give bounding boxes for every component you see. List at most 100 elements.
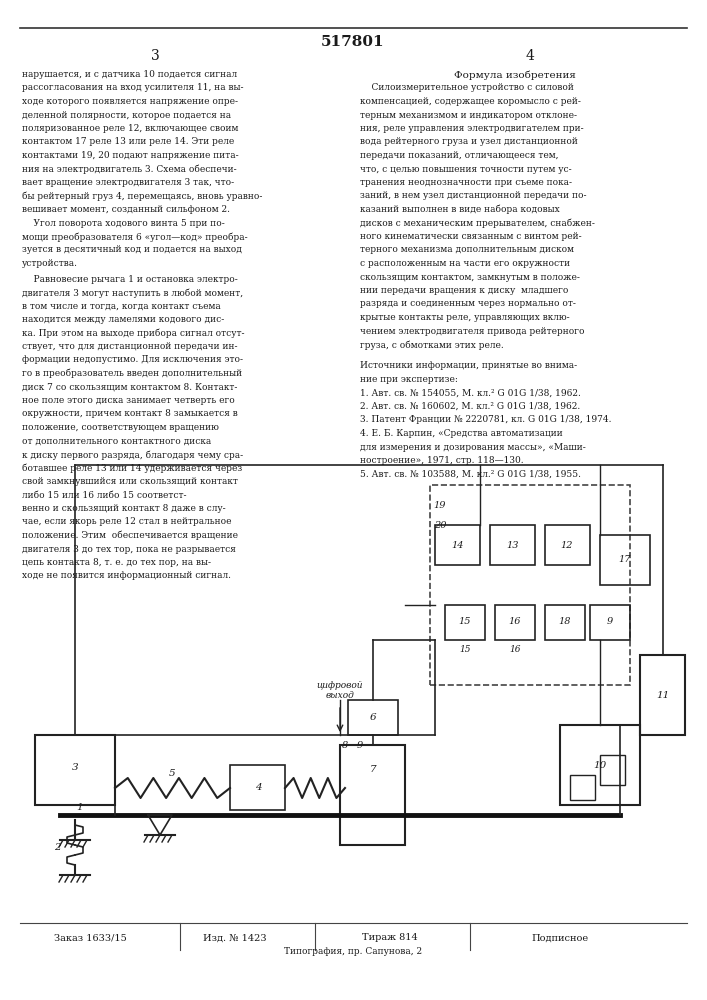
Text: 15: 15 <box>459 617 472 626</box>
Text: 4: 4 <box>525 49 534 63</box>
Text: мощи преобразователя 6 «угол—код» преобра-: мощи преобразователя 6 «угол—код» преобр… <box>22 232 247 241</box>
Text: казаний выполнен в виде набора кодовых: казаний выполнен в виде набора кодовых <box>360 205 560 215</box>
Text: Типография, пр. Сапунова, 2: Типография, пр. Сапунова, 2 <box>284 948 422 956</box>
Text: ходе не появится информационный сигнал.: ходе не появится информационный сигнал. <box>22 572 231 580</box>
Text: 517801: 517801 <box>321 35 385 49</box>
Text: терным механизмом и индикатором отклоне-: терным механизмом и индикатором отклоне- <box>360 110 577 119</box>
Text: нии передачи вращения к диску  младшего: нии передачи вращения к диску младшего <box>360 286 568 295</box>
Text: 9: 9 <box>357 740 363 750</box>
Text: дисков с механическим прерывателем, снабжен-: дисков с механическим прерывателем, снаб… <box>360 219 595 228</box>
Text: ствует, что для дистанционной передачи ин-: ствует, что для дистанционной передачи и… <box>22 342 238 351</box>
Bar <box>435 525 480 565</box>
Text: 3. Патент Франции № 2220781, кл. G 01G 1/38, 1974.: 3. Патент Франции № 2220781, кл. G 01G 1… <box>360 416 612 424</box>
Text: диск 7 со скользящим контактом 8. Контакт-: диск 7 со скользящим контактом 8. Контак… <box>22 382 238 391</box>
Text: 2. Авт. св. № 160602, М. кл.² G 01G 1/38, 1962.: 2. Авт. св. № 160602, М. кл.² G 01G 1/38… <box>360 402 580 411</box>
Text: ного кинематически связанным с винтом рей-: ного кинематически связанным с винтом ре… <box>360 232 582 241</box>
Text: контактами 19, 20 подают напряжение пита-: контактами 19, 20 подают напряжение пита… <box>22 151 239 160</box>
Text: 15: 15 <box>460 645 471 654</box>
Text: терного механизма дополнительным диском: терного механизма дополнительным диском <box>360 245 574 254</box>
Text: 5. Авт. св. № 103588, М. кл.² G 01G 1/38, 1955.: 5. Авт. св. № 103588, М. кл.² G 01G 1/38… <box>360 470 581 479</box>
Text: либо 15 или 16 либо 15 соответст-: либо 15 или 16 либо 15 соответст- <box>22 490 187 499</box>
Text: ния, реле управления электродвигателем при-: ния, реле управления электродвигателем п… <box>360 124 583 133</box>
Bar <box>545 605 585 640</box>
Text: нарушается, и с датчика 10 подается сигнал: нарушается, и с датчика 10 подается сигн… <box>22 70 237 79</box>
Text: 6: 6 <box>370 714 376 722</box>
Text: ние при экспертизе:: ние при экспертизе: <box>360 375 458 384</box>
Text: Силоизмерительное устройство с силовой: Силоизмерительное устройство с силовой <box>360 84 574 93</box>
Text: окружности, причем контакт 8 замыкается в: окружности, причем контакт 8 замыкается … <box>22 410 238 418</box>
Text: вешивает момент, созданный сильфоном 2.: вешивает момент, созданный сильфоном 2. <box>22 205 230 214</box>
Text: 10: 10 <box>593 760 607 770</box>
Text: свой замкнувшийся или скользящий контакт: свой замкнувшийся или скользящий контакт <box>22 477 238 486</box>
Text: транения неоднозначности при съеме пока-: транения неоднозначности при съеме пока- <box>360 178 572 187</box>
Text: контактом 17 реле 13 или реле 14. Эти реле: контактом 17 реле 13 или реле 14. Эти ре… <box>22 137 234 146</box>
Text: ботавшее реле 13 или 14 удерживается через: ботавшее реле 13 или 14 удерживается чер… <box>22 464 243 473</box>
Text: заний, в нем узел дистанционной передачи по-: заний, в нем узел дистанционной передачи… <box>360 192 587 200</box>
Bar <box>495 605 535 640</box>
Text: 1: 1 <box>76 802 83 812</box>
Text: чае, если якорь реле 12 стал в нейтральное: чае, если якорь реле 12 стал в нейтральн… <box>22 518 231 526</box>
Bar <box>560 725 640 805</box>
Text: рассогласования на вход усилителя 11, на вы-: рассогласования на вход усилителя 11, на… <box>22 84 243 93</box>
Text: вода рейтерного груза и узел дистанционной: вода рейтерного груза и узел дистанционн… <box>360 137 578 146</box>
Text: положение, соответствующем вращению: положение, соответствующем вращению <box>22 423 219 432</box>
Bar <box>230 765 285 810</box>
Text: 4. Е. Б. Карпин, «Средства автоматизации: 4. Е. Б. Карпин, «Средства автоматизации <box>360 429 563 438</box>
Text: Формула изобретения: Формула изобретения <box>454 70 576 80</box>
Text: поляризованное реле 12, включающее своим: поляризованное реле 12, включающее своим <box>22 124 238 133</box>
Text: 3: 3 <box>151 49 159 63</box>
Text: крытые контакты реле, управляющих вклю-: крытые контакты реле, управляющих вклю- <box>360 313 570 322</box>
Text: компенсацией, содержащее коромысло с рей-: компенсацией, содержащее коромысло с рей… <box>360 97 581 106</box>
Text: 16: 16 <box>509 645 521 654</box>
Text: Угол поворота ходового винта 5 при по-: Угол поворота ходового винта 5 при по- <box>22 219 225 228</box>
Text: 5: 5 <box>169 768 175 778</box>
Text: Источники информации, принятые во внима-: Источники информации, принятые во внима- <box>360 361 577 370</box>
Text: 19: 19 <box>434 500 446 510</box>
Text: положение. Этим  обеспечивается вращение: положение. Этим обеспечивается вращение <box>22 531 238 540</box>
Bar <box>590 605 630 640</box>
Text: передачи показаний, отличающееся тем,: передачи показаний, отличающееся тем, <box>360 151 559 160</box>
Text: деленной полярности, которое подается на: деленной полярности, которое подается на <box>22 110 231 119</box>
Text: что, с целью повышения точности путем ус-: что, с целью повышения точности путем ус… <box>360 164 572 174</box>
Text: 8: 8 <box>342 740 348 750</box>
Text: разряда и соединенным через нормально от-: разряда и соединенным через нормально от… <box>360 300 576 308</box>
Text: от дополнительного контактного диска: от дополнительного контактного диска <box>22 436 211 446</box>
Text: 9: 9 <box>607 617 613 626</box>
Text: 16: 16 <box>509 617 521 626</box>
Text: для измерения и дозирования массы», «Маши-: для измерения и дозирования массы», «Маш… <box>360 442 586 452</box>
Text: ностроение», 1971, стр. 118—130.: ностроение», 1971, стр. 118—130. <box>360 456 524 465</box>
Text: цепь контакта 8, т. е. до тех пор, на вы-: цепь контакта 8, т. е. до тех пор, на вы… <box>22 558 211 567</box>
Text: в том числе и тогда, когда контакт съема: в том числе и тогда, когда контакт съема <box>22 302 221 310</box>
Text: ходе которого появляется напряжение опре-: ходе которого появляется напряжение опре… <box>22 97 238 106</box>
Text: Изд. № 1423: Изд. № 1423 <box>203 934 267 942</box>
Bar <box>600 755 625 785</box>
Text: Тираж 814: Тираж 814 <box>362 934 418 942</box>
Text: формации недопустимо. Для исключения это-: формации недопустимо. Для исключения это… <box>22 356 243 364</box>
Text: ка. При этом на выходе прибора сигнал отсут-: ка. При этом на выходе прибора сигнал от… <box>22 328 245 338</box>
Text: го в преобразователь введен дополнительный: го в преобразователь введен дополнительн… <box>22 369 242 378</box>
Text: чением электродвигателя привода рейтерного: чением электродвигателя привода рейтерно… <box>360 326 585 336</box>
Bar <box>430 485 630 685</box>
Text: к диску первого разряда, благодаря чему сра-: к диску первого разряда, благодаря чему … <box>22 450 243 460</box>
Bar <box>570 775 595 800</box>
Bar <box>640 655 685 735</box>
Text: скользящим контактом, замкнутым в положе-: скользящим контактом, замкнутым в положе… <box>360 272 580 282</box>
Bar <box>600 535 650 585</box>
Text: двигателя 3 до тех тор, пока не разрывается: двигателя 3 до тех тор, пока не разрывае… <box>22 544 236 554</box>
Text: 17: 17 <box>619 556 631 564</box>
Bar <box>35 735 115 805</box>
Text: 2: 2 <box>54 842 60 852</box>
Text: 14: 14 <box>452 540 464 550</box>
Text: находится между ламелями кодового дис-: находится между ламелями кодового дис- <box>22 315 224 324</box>
Text: 12: 12 <box>561 540 573 550</box>
Text: 20: 20 <box>434 520 446 530</box>
Bar <box>490 525 535 565</box>
Text: 7: 7 <box>370 766 376 774</box>
Bar <box>545 525 590 565</box>
Text: выход: выход <box>325 690 354 700</box>
Text: устройства.: устройства. <box>22 259 78 268</box>
Text: Равновесие рычага 1 и остановка электро-: Равновесие рычага 1 и остановка электро- <box>22 274 238 284</box>
Text: 13: 13 <box>507 540 519 550</box>
Bar <box>348 700 398 735</box>
Text: зуется в десятичный код и подается на выход: зуется в десятичный код и подается на вы… <box>22 245 242 254</box>
